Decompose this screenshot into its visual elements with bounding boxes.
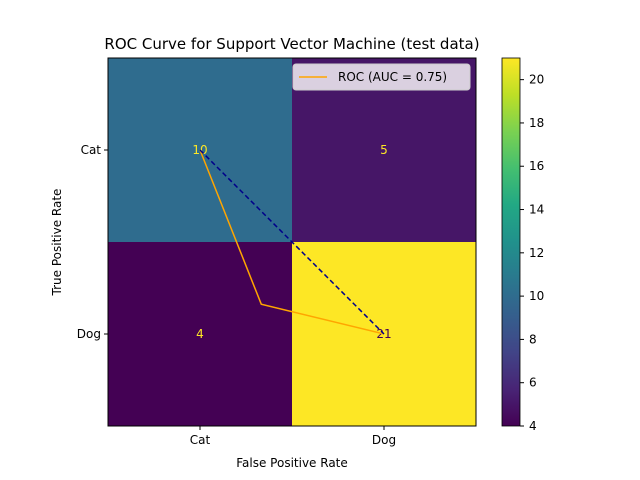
colorbar-tick-label: 8 (529, 332, 537, 346)
legend: ROC (AUC = 0.75) (292, 63, 471, 91)
y-axis-ticks: Cat Dog (77, 143, 108, 341)
colorbar-tick-label: 18 (529, 116, 544, 130)
plot-frame (107, 57, 477, 427)
roc-lines (199, 149, 385, 335)
y-axis-label: True Positive Rate (50, 189, 64, 297)
x-axis-label: False Positive Rate (236, 456, 348, 470)
colorbar-tick-label: 10 (529, 289, 544, 303)
colorbar (501, 57, 521, 427)
roc-curve-line (199, 149, 385, 335)
cell-value-label: 5 (380, 143, 388, 157)
chart-title: ROC Curve for Support Vector Machine (te… (104, 35, 479, 53)
colorbar-ticks: 4 6 8 10 12 14 16 18 20 (520, 73, 544, 433)
colorbar-tick-label: 12 (529, 246, 544, 260)
x-tick-label: Cat (190, 433, 211, 447)
diagonal-reference-line (199, 149, 385, 335)
colorbar-tick-label: 14 (529, 203, 544, 217)
x-tick-label: Dog (372, 433, 396, 447)
colorbar-tick-label: 16 (529, 159, 544, 173)
cell-value-label: 4 (196, 327, 204, 341)
legend-label: ROC (AUC = 0.75) (338, 70, 447, 84)
x-axis-ticks: Cat Dog (190, 426, 396, 447)
heatmap-cell (108, 242, 292, 426)
colorbar-tick-label: 6 (529, 376, 537, 390)
legend-box (292, 63, 471, 91)
y-tick-label: Dog (77, 327, 101, 341)
colorbar-tick-label: 20 (529, 73, 544, 87)
y-tick-label: Cat (81, 143, 102, 157)
colorbar-tick-label: 4 (529, 419, 537, 433)
